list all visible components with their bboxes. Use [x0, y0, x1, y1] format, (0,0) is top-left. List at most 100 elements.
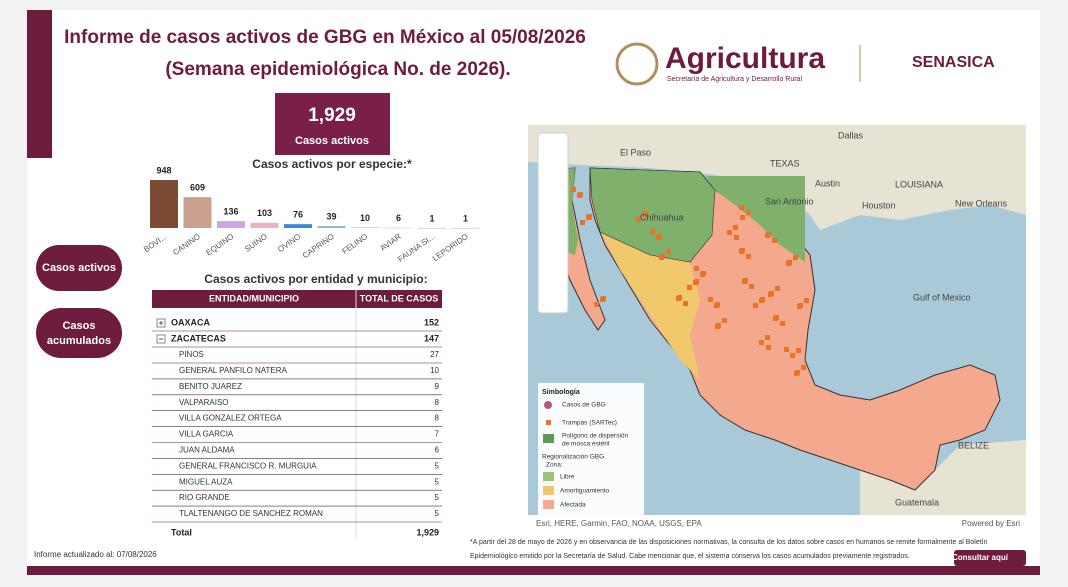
trap-marker [746, 210, 751, 215]
bar [284, 224, 312, 228]
trap-marker [694, 266, 699, 271]
legend-item: Regionalización GBG [542, 454, 604, 461]
legend-item: Zona: [546, 462, 563, 469]
place-label: Austin [815, 178, 840, 188]
logo-name: Agricultura [665, 42, 825, 75]
side-band [27, 10, 52, 158]
kpi-label: Casos activos [295, 135, 369, 147]
attribution: Esri, HERE, Garmin, FAO, NOAA, USGS, EPA [536, 519, 702, 528]
trap-marker [796, 348, 801, 353]
trap-marker [660, 254, 665, 259]
place-label: LOUISIANA [895, 179, 943, 189]
attribution-bar [528, 515, 1026, 532]
legend-polygon-symbol [543, 434, 554, 443]
trap-marker [657, 234, 662, 239]
trap-marker [760, 297, 765, 302]
kpi-value: 1,929 [308, 105, 356, 126]
trap-marker [740, 215, 745, 220]
legend-item: Afectada [560, 502, 586, 509]
row-name: GENERAL FRANCISCO R. MURGUIA [179, 461, 317, 470]
bar [384, 227, 413, 229]
legend-case-symbol [544, 401, 552, 409]
bar [183, 197, 212, 228]
row-total: 8 [435, 414, 440, 423]
group-total: 147 [424, 333, 439, 343]
trap-marker [580, 220, 585, 225]
place-label: TEXAS [770, 158, 800, 168]
trap-marker [766, 345, 771, 350]
trap-marker [775, 286, 780, 291]
trap-marker [716, 323, 721, 328]
legend-item: de mosca estéril [562, 441, 610, 448]
active-cases-button[interactable] [36, 245, 122, 291]
button-label: acumulados [47, 335, 111, 347]
trap-marker [601, 296, 606, 301]
row-total: 5 [435, 477, 440, 486]
bar-value: 6 [396, 213, 401, 223]
trap-marker [578, 192, 583, 197]
bar-value: 1 [429, 213, 434, 223]
total-value: 1,929 [416, 527, 439, 537]
trap-marker [694, 279, 699, 284]
legend-item: Libre [560, 474, 575, 481]
row-total: 10 [430, 366, 439, 375]
place-label: El Paso [620, 147, 651, 157]
trap-marker [687, 285, 692, 290]
map-toolbar[interactable] [537, 132, 569, 314]
row-name: VILLA GONZALEZ ORTEGA [179, 414, 282, 423]
bar-value: 39 [326, 211, 336, 221]
legend-item: Amortiguamiento [560, 488, 610, 495]
row-name: VILLA GARCIA [179, 430, 234, 439]
row-total: 5 [435, 509, 440, 518]
button-label: Casos [62, 320, 95, 332]
trap-marker [733, 225, 738, 230]
logo-seal [615, 42, 659, 86]
row-name: PINOS [179, 350, 204, 359]
row-name: BENITO JUAREZ [179, 382, 242, 391]
subtitle: (Semana epidemiológica No. de 2026). [165, 59, 510, 80]
bar [418, 227, 446, 229]
trap-marker [753, 303, 758, 308]
place-label: Dallas [838, 130, 864, 140]
trap-marker [727, 230, 732, 235]
bar-value: 10 [360, 213, 370, 223]
group-name: OAXACA [171, 317, 211, 327]
row-name: VALPARAISO [179, 398, 229, 407]
trap-marker [765, 335, 770, 340]
trap-marker [677, 295, 682, 300]
place-label: San Antonio [765, 196, 814, 206]
trap-marker [708, 297, 713, 302]
updated: Informe actualizado al: 07/08/2026 [34, 550, 157, 559]
trap-marker [734, 235, 739, 240]
place-label: Chihuahua [640, 212, 684, 222]
total-label: Total [171, 527, 192, 537]
bar-value: 136 [223, 206, 238, 216]
trap-marker [787, 260, 792, 265]
place-label: Houston [862, 200, 896, 210]
logo2: SENASICA [912, 54, 995, 71]
bar-value: 76 [293, 210, 303, 220]
accumulated-button[interactable] [36, 308, 122, 358]
trap-marker [772, 238, 777, 243]
trap-marker [795, 370, 800, 375]
legend-item: Casos de GBG [562, 402, 606, 409]
row-total: 5 [435, 493, 440, 502]
trap-marker [666, 249, 671, 254]
trap-marker [650, 229, 655, 234]
bar [351, 227, 379, 228]
kpi-box [275, 93, 390, 155]
legend-affected [543, 500, 554, 509]
button-label: Consultar aquí [952, 553, 1009, 562]
trap-marker [780, 321, 785, 326]
trap-marker [746, 254, 751, 259]
legend-item: Trampas (SARTec) [562, 420, 617, 427]
title: Informe de casos activos de GBG en Méxic… [64, 27, 586, 48]
bar-value: 103 [257, 208, 272, 218]
row-total: 27 [430, 350, 439, 359]
consult-button[interactable] [954, 550, 1026, 566]
row-name: TLALTENANGO DE SANCHEZ ROMAN [179, 509, 323, 518]
row-name: GENERAL PANFILO NATERA [179, 366, 288, 375]
trap-marker [636, 217, 641, 222]
place-label: New Orleans [955, 198, 1008, 208]
row-total: 9 [435, 382, 440, 391]
